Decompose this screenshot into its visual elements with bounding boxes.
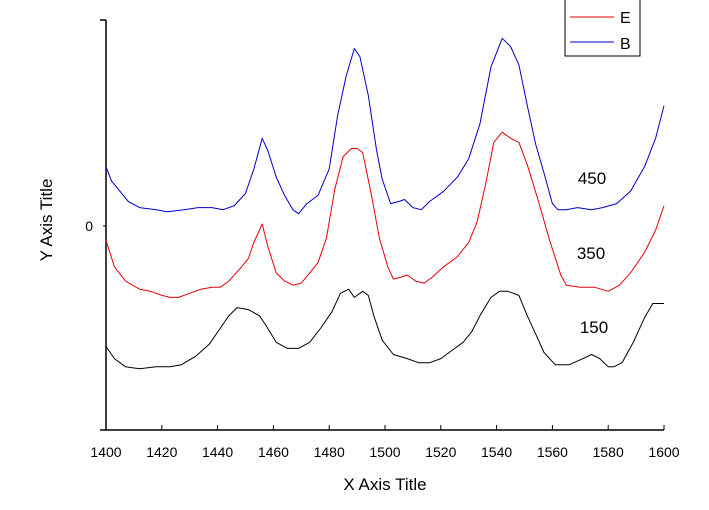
y-axis-title: Y Axis Title <box>37 179 56 262</box>
x-tick-label-1400: 1400 <box>90 444 121 460</box>
x-tick-label-1480: 1480 <box>314 444 345 460</box>
x-tick-label-1600: 1600 <box>648 444 679 460</box>
x-tick-label-1440: 1440 <box>202 444 233 460</box>
legend-box <box>564 0 641 57</box>
annotation-450: 450 <box>578 169 606 188</box>
series-line-b <box>105 37 665 215</box>
series-layer <box>105 37 665 370</box>
x-axis-ticks: 1400 1420 1440 1460 1480 1500 1520 1540 1560 1580… <box>90 425 680 460</box>
series-line-black <box>105 288 664 370</box>
series-line-e <box>105 131 665 298</box>
x-axis-title: X Axis Title <box>343 475 426 494</box>
x-tick-label-1580: 1580 <box>593 444 624 460</box>
x-tick-label-1500: 1500 <box>369 444 400 460</box>
x-tick-label-1520: 1520 <box>425 444 456 460</box>
legend-label-b: B <box>620 36 631 53</box>
annotation-150: 150 <box>580 318 608 337</box>
annotation-350: 350 <box>577 244 605 263</box>
y-tick-label-zero: 0 <box>85 218 93 234</box>
x-tick-label-1540: 1540 <box>481 444 512 460</box>
x-tick-label-1460: 1460 <box>258 444 289 460</box>
x-tick-label-1560: 1560 <box>537 444 568 460</box>
legend-label-e: E <box>620 10 631 27</box>
x-tick-label-1420: 1420 <box>146 444 177 460</box>
legend: E B <box>564 0 641 57</box>
